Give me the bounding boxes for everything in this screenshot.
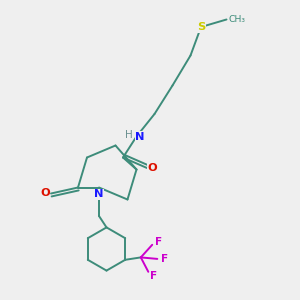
Text: H: H bbox=[125, 130, 133, 140]
Text: O: O bbox=[40, 188, 50, 199]
Text: N: N bbox=[135, 131, 145, 142]
Text: N: N bbox=[94, 189, 104, 199]
Text: F: F bbox=[161, 254, 168, 264]
Text: S: S bbox=[197, 22, 205, 32]
Text: O: O bbox=[148, 163, 157, 173]
Text: F: F bbox=[155, 237, 162, 248]
Text: CH₃: CH₃ bbox=[229, 15, 246, 24]
Text: F: F bbox=[150, 271, 157, 281]
